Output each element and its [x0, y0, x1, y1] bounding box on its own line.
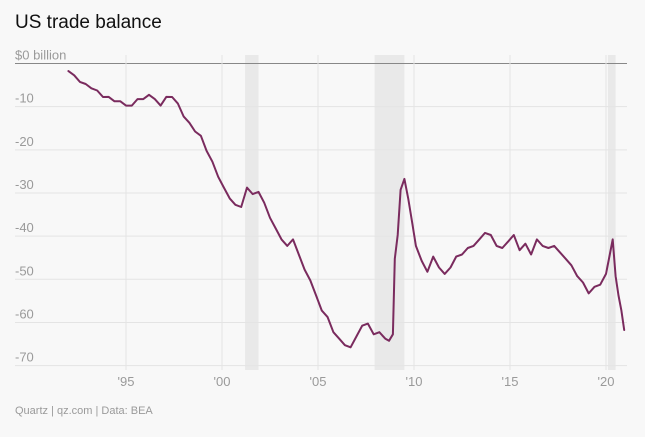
x-tick-label: '95 [118, 374, 135, 389]
y-tick-label: -50 [15, 263, 34, 278]
x-tick-label: '05 [310, 374, 327, 389]
x-tick-label: '00 [214, 374, 231, 389]
y-tick-label: -60 [15, 306, 34, 321]
y-tick-label: -30 [15, 177, 34, 192]
y-tick-labels: $0 billion -10 -20 -30 -40 -50 -60 -70 [15, 48, 66, 365]
recession-bands [245, 55, 616, 370]
trade-balance-line [67, 70, 626, 349]
x-tick-label: '15 [502, 374, 519, 389]
recession-band [245, 55, 259, 370]
gridlines [15, 55, 627, 370]
y-tick-label: -10 [15, 91, 34, 106]
x-tick-label: '10 [406, 374, 423, 389]
y-tick-label: -70 [15, 350, 34, 365]
y-tick-label: -20 [15, 134, 34, 149]
y-tick-label: -40 [15, 220, 34, 235]
x-tick-label: '20 [598, 374, 615, 389]
source-credit: Quartz | qz.com | Data: BEA [15, 405, 153, 417]
chart-title: US trade balance [15, 12, 162, 33]
recession-band [607, 55, 616, 370]
y-tick-label: $0 billion [15, 48, 66, 63]
x-tick-labels: '95 '00 '05 '10 '15 '20 [118, 374, 615, 389]
